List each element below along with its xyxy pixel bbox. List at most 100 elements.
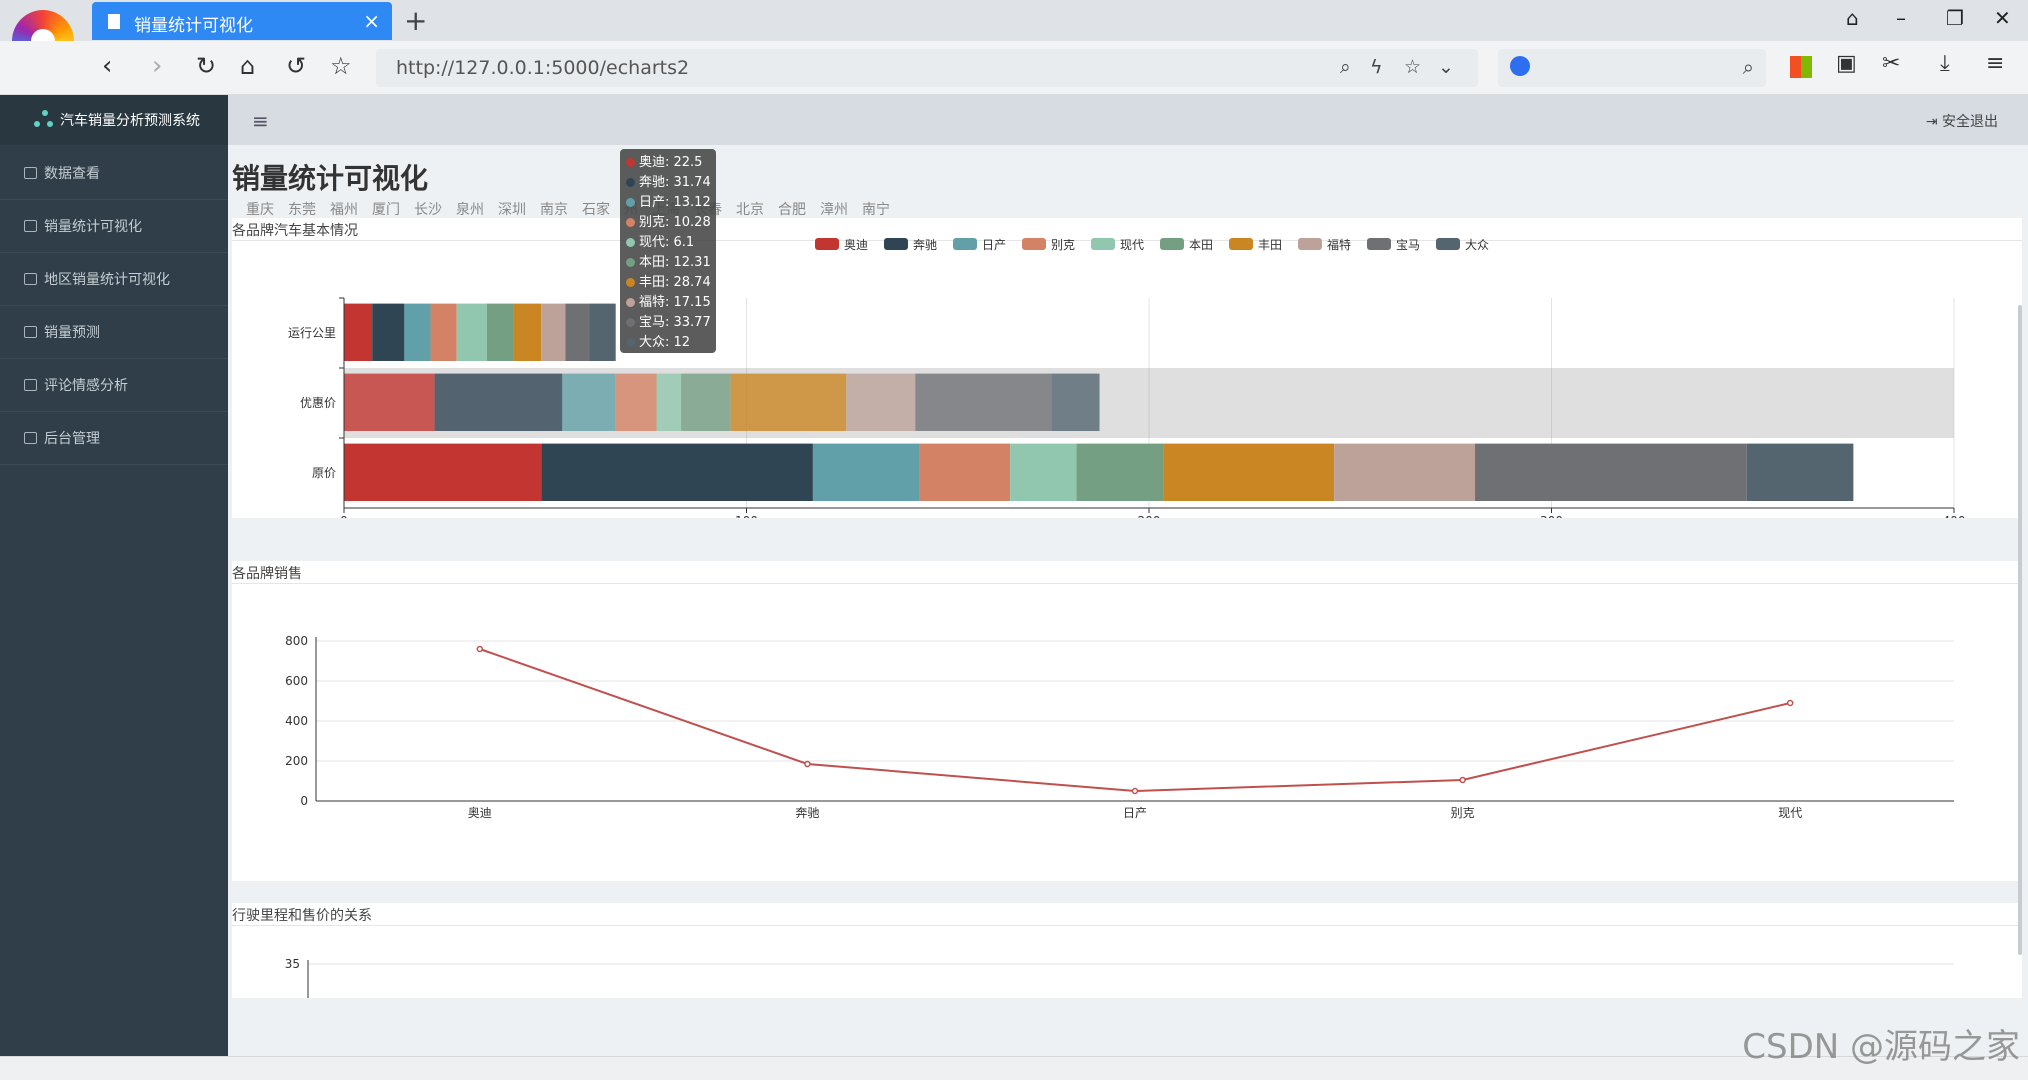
browser-tab[interactable]: 销量统计可视化 × — [92, 2, 392, 40]
browser-menu-icon[interactable]: ≡ — [1986, 51, 2005, 76]
bar-segment — [430, 303, 457, 361]
reader-icon[interactable]: ▣ — [1836, 51, 1857, 76]
line-chart: 0 200 400 600 800 奥迪 奔驰 日产 别克 现代 — [285, 634, 1954, 820]
city-link[interactable]: 漳州 — [820, 202, 848, 218]
legend-swatch — [1436, 238, 1460, 250]
menu-item-data-view[interactable]: 数据查看 — [0, 147, 228, 200]
city-link[interactable]: 泉州 — [456, 202, 484, 218]
city-link[interactable]: 南京 — [540, 202, 568, 218]
tooltip-row: 宝马: 33.77 — [626, 313, 711, 333]
y-tick-label: 35 — [285, 957, 300, 971]
city-link[interactable]: 石家 — [582, 202, 610, 218]
city-link[interactable]: 长沙 — [414, 202, 442, 218]
main-content: 销量统计可视化 重庆东莞福州厦门长沙泉州深圳南京石家州上海长春北京合肥漳州南宁 … — [228, 145, 2028, 1056]
y-tick-label: 400 — [285, 714, 308, 728]
bar-segment — [1051, 373, 1100, 431]
address-bar[interactable]: http://127.0.0.1:5000/echarts2 ⌕ ϟ ☆ ⌄ — [376, 49, 1478, 87]
tab-close-icon[interactable]: × — [363, 9, 380, 33]
bar-segment — [615, 373, 657, 431]
city-link[interactable]: 东莞 — [288, 202, 316, 218]
bookmark-star-icon[interactable]: ☆ — [1404, 56, 1422, 78]
city-link[interactable]: 合肥 — [778, 202, 806, 218]
legend-swatch — [815, 238, 839, 250]
legend-item: 本田 — [1160, 238, 1213, 252]
bar-segment — [541, 443, 813, 501]
favorite-star-icon[interactable]: ☆ — [330, 52, 352, 80]
columns-icon — [24, 167, 37, 179]
dropdown-chevron-icon[interactable]: ⌄ — [1438, 56, 1454, 78]
legend-item: 大众 — [1436, 238, 1489, 252]
city-link[interactable]: 福州 — [330, 202, 358, 218]
forward-icon[interactable]: › — [152, 51, 163, 81]
legend-label: 宝马 — [1396, 238, 1420, 252]
series-dot-icon — [626, 258, 635, 267]
scissors-icon[interactable]: ✂ — [1882, 51, 1901, 76]
series-dot-icon — [626, 318, 635, 327]
city-link[interactable]: 深圳 — [498, 202, 526, 218]
legend-label: 大众 — [1465, 238, 1489, 252]
series-dot-icon — [626, 178, 635, 187]
window-close-icon[interactable]: ✕ — [1994, 6, 2011, 30]
data-point — [1459, 776, 1466, 784]
city-link[interactable]: 北京 — [736, 202, 764, 218]
x-tick-label: 奥迪 — [468, 806, 492, 820]
apps-grid-icon[interactable] — [1790, 56, 1812, 78]
search-icon[interactable]: ⌕ — [1742, 55, 1754, 79]
menu-toggle-icon[interactable]: ≡ — [252, 109, 269, 133]
tooltip-text: 现代: 6.1 — [639, 235, 695, 250]
category-label: 运行公里 — [288, 326, 336, 340]
series-line — [479, 648, 1791, 793]
menu-item-label: 销量统计可视化 — [44, 219, 142, 235]
skin-icon[interactable]: ⌂ — [1846, 6, 1859, 30]
menu-item-region-visualization[interactable]: 地区销量统计可视化 — [0, 253, 228, 306]
menu-item-sales-visualization[interactable]: 销量统计可视化 — [0, 200, 228, 253]
watermark: CSDN @源码之家 — [1742, 1027, 2020, 1067]
tooltip-row: 日产: 13.12 — [626, 193, 711, 213]
legend-label: 本田 — [1189, 238, 1213, 252]
y-tick-label: 800 — [285, 634, 308, 648]
minimize-icon[interactable]: – — [1896, 6, 1906, 30]
bar-segment — [434, 373, 563, 431]
panel-mileage-price: 行驶里程和售价的关系 35 — [232, 903, 2022, 998]
page-scrollbar[interactable] — [2018, 305, 2022, 955]
brand[interactable]: 汽车销量分析预测系统 — [0, 95, 228, 145]
legend-swatch — [953, 238, 977, 250]
series-dot-icon — [626, 218, 635, 227]
x-tick-label: 200 — [1138, 514, 1161, 518]
download-icon[interactable]: ⤓ — [1940, 51, 1950, 76]
city-link[interactable]: 南宁 — [862, 202, 890, 218]
zoom-icon[interactable]: ⌕ — [1340, 56, 1351, 78]
reload-icon[interactable]: ↻ — [196, 52, 217, 80]
city-link[interactable]: 重庆 — [246, 202, 274, 218]
tooltip-text: 别克: 10.28 — [639, 215, 711, 230]
data-point — [476, 645, 484, 653]
logout-button[interactable]: ⇥ 安全退出 — [1925, 114, 1998, 130]
bar-segment — [1334, 443, 1476, 501]
home-icon[interactable]: ⌂ — [240, 52, 256, 80]
city-link[interactable]: 厦门 — [372, 202, 400, 218]
undo-icon[interactable]: ↺ — [286, 52, 307, 80]
bar-segment — [919, 443, 1011, 501]
legend-swatch — [1160, 238, 1184, 250]
menu-item-admin[interactable]: 后台管理 — [0, 412, 228, 465]
tooltip-text: 宝马: 33.77 — [639, 315, 711, 330]
bar-segment — [812, 443, 920, 501]
back-icon[interactable]: ‹ — [102, 51, 113, 81]
legend-label: 现代 — [1120, 238, 1144, 252]
page-title: 销量统计可视化 — [232, 162, 429, 195]
legend-item: 奔驰 — [884, 238, 937, 252]
menu-item-sales-forecast[interactable]: 销量预测 — [0, 306, 228, 359]
lightning-icon[interactable]: ϟ — [1370, 56, 1383, 78]
chart-tooltip: 奥迪: 22.5 奔驰: 31.74 日产: 13.12 别克: 10.28 现代: 6… — [620, 149, 716, 353]
tooltip-text: 日产: 13.12 — [639, 195, 711, 210]
new-tab-icon[interactable]: + — [404, 4, 428, 37]
bar-segment — [656, 373, 682, 431]
data-point — [1131, 787, 1139, 795]
menu-item-label: 评论情感分析 — [44, 378, 128, 394]
series-dot-icon — [626, 198, 635, 207]
search-box[interactable]: ⌕ — [1498, 49, 1766, 87]
restore-icon[interactable]: ❐ — [1946, 6, 1964, 30]
x-tick-label: 现代 — [1778, 806, 1802, 820]
menu-item-sentiment-analysis[interactable]: 评论情感分析 — [0, 359, 228, 412]
